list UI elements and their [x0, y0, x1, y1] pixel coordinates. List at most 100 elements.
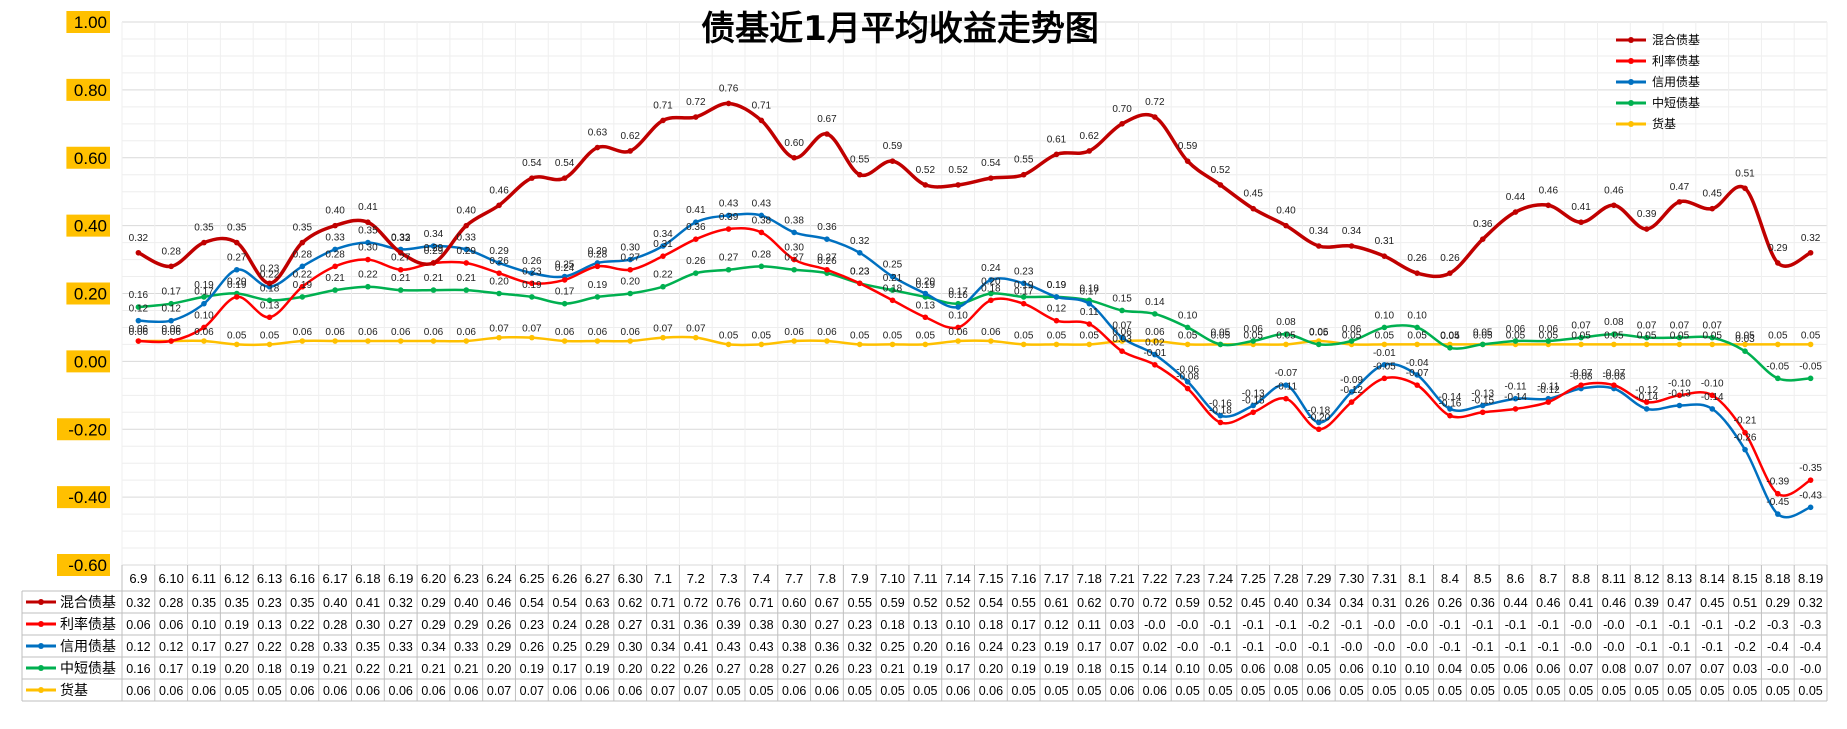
- series-point: [529, 175, 535, 181]
- table-cell: 0.05: [1733, 684, 1757, 698]
- data-label: -0.05: [1766, 361, 1789, 372]
- data-label: 0.70: [1112, 104, 1132, 115]
- data-label: 0.15: [1112, 293, 1132, 304]
- data-label: 0.06: [1539, 324, 1559, 335]
- x-tick-label: 6.11: [192, 571, 216, 586]
- data-label: 0.17: [161, 287, 181, 298]
- x-tick-label: 6.13: [257, 571, 282, 586]
- table-cell: 0.05: [1307, 662, 1331, 676]
- series-point: [791, 266, 797, 273]
- series-point: [824, 338, 830, 344]
- data-label: -0.43: [1799, 490, 1822, 501]
- table-cell: 0.19: [192, 662, 216, 676]
- table-cell: 0.26: [815, 662, 839, 676]
- data-label: -0.35: [1799, 463, 1822, 474]
- y-tick-label: 0.20: [74, 285, 107, 304]
- data-label: 0.18: [981, 283, 1001, 294]
- series-point: [660, 334, 666, 341]
- series-point: [1447, 345, 1453, 351]
- table-cell: 0.30: [356, 618, 380, 632]
- table-cell: -0.0: [1275, 640, 1297, 654]
- data-label: 0.33: [457, 232, 477, 243]
- series-1: [135, 226, 1814, 497]
- series-point: [1217, 419, 1224, 426]
- y-tick: 0.20: [66, 282, 110, 305]
- data-label: 0.40: [457, 206, 477, 217]
- table-cell: 0.05: [1339, 684, 1363, 698]
- data-label: 0.04: [1440, 331, 1460, 342]
- table-cell: 0.05: [913, 684, 937, 698]
- table-cell: 0.05: [848, 684, 872, 698]
- data-label: 0.05: [1407, 330, 1427, 341]
- x-tick-label: 7.2: [687, 571, 705, 586]
- data-label: 0.27: [719, 253, 739, 264]
- data-label: -0.06: [1176, 365, 1199, 376]
- data-label: 0.05: [1080, 330, 1100, 341]
- x-tick-label: 7.23: [1175, 571, 1200, 586]
- data-label: 0.13: [260, 300, 280, 311]
- data-label: 0.05: [227, 330, 247, 341]
- x-tick-label: 6.27: [585, 571, 610, 586]
- data-label: -0.14: [1635, 392, 1658, 403]
- table-cell: 0.34: [1339, 596, 1363, 610]
- data-label: 0.45: [1243, 189, 1263, 200]
- series-point: [692, 334, 699, 341]
- table-cell: 0.07: [651, 684, 675, 698]
- series-point: [1020, 280, 1027, 287]
- table-cell: -0.0: [1570, 618, 1592, 632]
- series-point: [463, 246, 470, 253]
- series-line: [138, 265, 1811, 382]
- series-point: [1447, 412, 1453, 419]
- series-point: [955, 324, 961, 331]
- data-label: 0.21: [424, 273, 444, 284]
- x-tick-label: 7.16: [1011, 571, 1036, 586]
- series-point: [1086, 321, 1093, 327]
- table-cell: 0.45: [1241, 596, 1265, 610]
- y-axis: 1.00 0.80 0.60 0.40 0.20 0.00 -0.20 -0.40 -0.60: [57, 11, 110, 576]
- data-label: 0.22: [653, 270, 673, 281]
- data-label: 0.05: [1375, 330, 1395, 341]
- table-cell: 0.36: [815, 640, 839, 654]
- table-cell: -0.1: [1275, 618, 1297, 632]
- data-label: 0.06: [293, 327, 313, 338]
- table-cell: 0.17: [946, 662, 970, 676]
- table-cell: 0.05: [1798, 684, 1822, 698]
- x-tick-label: 8.4: [1441, 571, 1459, 586]
- data-label: -0.08: [1602, 372, 1625, 383]
- table-cell: 0.22: [257, 640, 281, 654]
- series-point: [1742, 185, 1748, 192]
- data-label: 0.55: [1014, 155, 1034, 166]
- series-point: [496, 290, 502, 297]
- table-cell: 0.06: [618, 684, 642, 698]
- series-point: [1414, 341, 1420, 348]
- data-label: 0.05: [1506, 330, 1526, 341]
- data-label: 0.19: [588, 280, 608, 291]
- series-point: [627, 256, 634, 263]
- table-cell: 0.07: [684, 684, 708, 698]
- series-point: [332, 287, 338, 293]
- y-tick-highlight: [57, 554, 110, 576]
- data-label: 0.34: [424, 229, 444, 240]
- series-point: [233, 266, 240, 273]
- series-point: [266, 280, 273, 287]
- data-label: 0.46: [489, 185, 509, 196]
- table-cell: 0.27: [225, 640, 249, 654]
- series-point: [627, 338, 634, 344]
- table-cell: 0.35: [225, 596, 249, 610]
- x-tick-label: 8.5: [1474, 571, 1492, 586]
- series-point: [397, 249, 404, 256]
- table-cell: 0.27: [782, 662, 806, 676]
- data-label: 0.07: [1670, 321, 1690, 332]
- table-cell: 0.21: [389, 662, 413, 676]
- data-label: -0.12: [1340, 385, 1363, 396]
- data-label: 0.10: [1178, 310, 1198, 321]
- data-label: 0.71: [653, 100, 673, 111]
- table-cell: -0.1: [1210, 640, 1232, 654]
- series-point: [1381, 341, 1388, 348]
- y-tick-highlight: [57, 486, 110, 509]
- data-label: -0.07: [1602, 368, 1625, 379]
- x-tick-label: 8.12: [1634, 571, 1659, 586]
- series-point: [725, 100, 732, 107]
- data-label: 0.72: [686, 97, 706, 108]
- series-point: [1512, 406, 1519, 412]
